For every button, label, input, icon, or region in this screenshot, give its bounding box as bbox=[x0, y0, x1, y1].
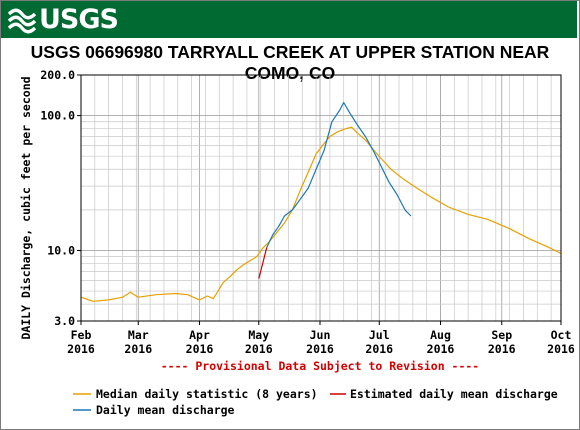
x-tick-year: 2016 bbox=[306, 342, 334, 356]
x-tick-year: 2016 bbox=[67, 342, 95, 356]
y-tick-label: 10.0 bbox=[47, 243, 75, 257]
x-axis-ticks: Feb2016Mar2016Apr2016May2016Jun2016Jul20… bbox=[67, 321, 575, 356]
x-tick-year: 2016 bbox=[245, 342, 273, 356]
legend-estimated-label: Estimated daily mean discharge bbox=[350, 387, 558, 401]
x-tick-month: Oct bbox=[551, 328, 572, 342]
x-tick-year: 2016 bbox=[186, 342, 214, 356]
plot-border bbox=[80, 74, 562, 322]
provisional-note: ---- Provisional Data Subject to Revisio… bbox=[161, 359, 480, 373]
legend-daily-label: Daily mean discharge bbox=[96, 403, 235, 417]
x-tick-month: Apr bbox=[189, 328, 210, 342]
x-tick-year: 2016 bbox=[427, 342, 455, 356]
x-tick-month: Aug bbox=[430, 328, 451, 342]
grid bbox=[80, 74, 562, 322]
series-line-median-daily-statistic-8-years bbox=[80, 126, 562, 302]
x-tick-month: Sep bbox=[491, 328, 512, 342]
y-tick-label: 200.0 bbox=[40, 68, 75, 82]
x-tick-year: 2016 bbox=[365, 342, 393, 356]
y-axis-label: DAILY Discharge, cubic feet per second bbox=[19, 76, 33, 339]
chart-title: USGS 06696980 TARRYALL CREEK AT UPPER ST… bbox=[30, 42, 550, 83]
x-tick-month: Mar bbox=[128, 328, 149, 342]
x-tick-month: May bbox=[248, 328, 269, 342]
x-tick-year: 2016 bbox=[547, 342, 575, 356]
usgs-banner: USGS bbox=[1, 1, 577, 38]
usgs-logo[interactable]: USGS bbox=[7, 3, 119, 36]
legend-median-label: Median daily statistic (8 years) bbox=[96, 387, 318, 401]
x-tick-month: Jun bbox=[310, 328, 331, 342]
usgs-waves-icon bbox=[7, 8, 37, 33]
y-tick-label: 100.0 bbox=[40, 109, 75, 123]
usgs-logo-text: USGS bbox=[39, 4, 119, 35]
x-tick-year: 2016 bbox=[488, 342, 516, 356]
x-tick-year: 2016 bbox=[124, 342, 152, 356]
x-tick-month: Feb bbox=[71, 328, 92, 342]
legend: Median daily statistic (8 years) Estimat… bbox=[73, 387, 558, 417]
series-line-daily-mean-discharge bbox=[266, 101, 412, 248]
y-axis-ticks: 3.0 10.0 100.0 200.0 bbox=[40, 68, 81, 328]
series-layer bbox=[80, 101, 562, 302]
series-line-estimated-daily-mean-discharge bbox=[258, 247, 268, 279]
y-tick-label: 3.0 bbox=[54, 314, 75, 328]
x-tick-month: Jul bbox=[369, 328, 390, 342]
